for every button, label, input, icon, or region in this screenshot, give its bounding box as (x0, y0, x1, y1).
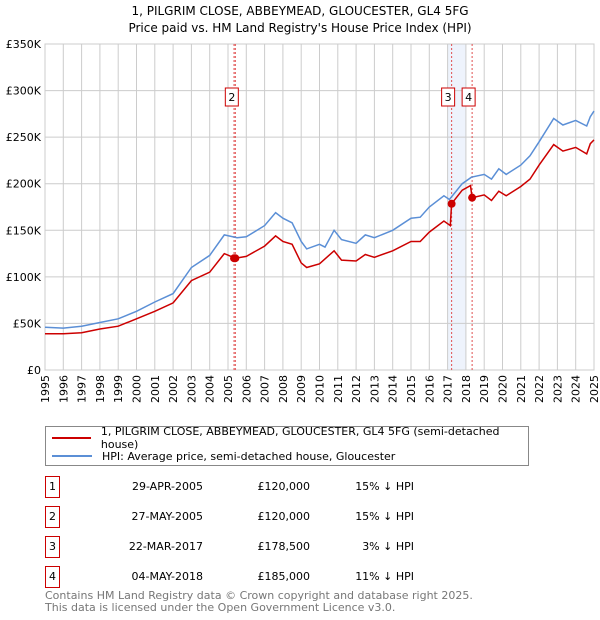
sale-hpi-diff: 15% ↓ HPI (355, 510, 414, 523)
x-tick-label: 2011 (332, 375, 345, 403)
x-tick-label: 2000 (131, 375, 144, 403)
sale-hpi-diff: 3% ↓ HPI (362, 540, 414, 553)
x-tick-label: 2018 (460, 375, 473, 403)
property-price-line (45, 139, 595, 335)
footer-copyright: Contains HM Land Registry data © Crown c… (45, 589, 473, 602)
x-tick-label: 1996 (57, 375, 70, 403)
sale-price: £120,000 (257, 510, 311, 523)
sale-row: 2 27-MAY-2005 £120,000 15% ↓ HPI (45, 506, 445, 528)
legend-item-hpi: HPI: Average price, semi-detached house,… (52, 447, 395, 465)
x-tick-label: 2010 (314, 375, 327, 403)
sale-point (468, 193, 477, 202)
price-chart: 1995 1996 1997 1998 1999 2000 2001 2002 2003 2004… (6, 38, 600, 403)
x-tick-label: 2017 (442, 375, 455, 403)
y-tick-label: £200K (6, 178, 42, 191)
sale-point (447, 199, 456, 208)
sale-hpi-diff: 15% ↓ HPI (355, 480, 414, 493)
plot-frame (44, 43, 595, 371)
x-tick-label: 2006 (240, 375, 253, 403)
chart-subtitle: Price paid vs. HM Land Registry's House … (128, 21, 472, 35)
x-tick-label: 2004 (204, 375, 217, 403)
sale-price: £120,000 (257, 480, 311, 493)
x-tick-label: 2012 (350, 375, 363, 403)
x-tick-label: 2009 (295, 375, 308, 403)
sale-number: 4 (45, 566, 60, 588)
hpi-line (44, 110, 595, 329)
legend: 1, PILGRIM CLOSE, ABBEYMEAD, GLOUCESTER,… (45, 425, 529, 466)
x-tick-label: 1995 (39, 375, 52, 403)
x-tick-label: 1999 (112, 375, 125, 403)
sale-label-box: 3 (441, 87, 456, 107)
legend-item-property: 1, PILGRIM CLOSE, ABBEYMEAD, GLOUCESTER,… (52, 425, 528, 451)
x-tick-label: 1998 (94, 375, 107, 403)
y-tick-label: £250K (6, 131, 42, 144)
y-tick-label: £300K (6, 85, 42, 98)
highlight-band (447, 44, 466, 370)
x-tick-label: 2008 (277, 375, 290, 403)
sale-label-number: 4 (465, 91, 472, 104)
legend-label-property: 1, PILGRIM CLOSE, ABBEYMEAD, GLOUCESTER,… (100, 425, 500, 451)
sale-hpi-diff: 11% ↓ HPI (355, 570, 414, 583)
x-tick-label: 2001 (149, 375, 162, 403)
sale-label-border (461, 87, 476, 107)
sale-date: 27-MAY-2005 (131, 510, 203, 523)
sale-label-border (441, 87, 456, 107)
x-tick-label: 1997 (76, 375, 89, 403)
x-tick-label: 2020 (497, 375, 510, 403)
sale-row: 1 29-APR-2005 £120,000 15% ↓ HPI (45, 476, 445, 498)
sale-price: £178,500 (257, 540, 311, 553)
x-tick-label: 2016 (423, 375, 436, 403)
sale-label-border (224, 87, 239, 107)
sale-row: 3 22-MAR-2017 £178,500 3% ↓ HPI (45, 536, 445, 558)
sale-label-box: 2 (224, 87, 239, 107)
x-tick-label: 2002 (167, 375, 180, 403)
x-tick-label: 2019 (478, 375, 491, 403)
legend-label-hpi: HPI: Average price, semi-detached house,… (102, 449, 396, 463)
legend-swatch-hpi (52, 455, 92, 457)
sale-row: 4 04-MAY-2018 £185,000 11% ↓ HPI (45, 566, 445, 588)
x-tick-label: 2015 (405, 375, 418, 403)
sale-label-number: 2 (228, 91, 235, 104)
x-tick-label: 2007 (259, 375, 272, 403)
sale-date: 29-APR-2005 (131, 480, 203, 493)
y-tick-label: £0 (27, 364, 41, 377)
sale-number: 3 (45, 536, 60, 558)
x-tick-label: 2005 (222, 375, 235, 403)
x-tick-label: 2025 (588, 375, 600, 403)
sale-point (231, 254, 240, 263)
sale-number: 2 (45, 506, 60, 528)
y-tick-label: £150K (6, 224, 42, 237)
x-tick-label: 2003 (185, 375, 198, 403)
sale-label-number: 3 (445, 91, 452, 104)
x-tick-label: 2014 (387, 375, 400, 403)
chart-title: 1, PILGRIM CLOSE, ABBEYMEAD, GLOUCESTER,… (131, 4, 469, 18)
x-tick-label: 2023 (551, 375, 564, 403)
sale-number: 1 (45, 476, 60, 498)
legend-swatch-property (52, 437, 91, 439)
y-tick-label: £100K (6, 271, 42, 284)
y-tick-label: £350K (6, 38, 42, 51)
x-tick-label: 2021 (515, 375, 528, 403)
sale-date: 04-MAY-2018 (131, 570, 203, 583)
y-tick-label: £50K (13, 317, 42, 330)
footer-licence: This data is licensed under the Open Gov… (45, 601, 396, 614)
sale-price: £185,000 (257, 570, 311, 583)
x-tick-label: 2022 (533, 375, 546, 403)
x-tick-label: 2024 (570, 375, 583, 403)
sale-label-box: 4 (461, 87, 476, 107)
x-tick-label: 2013 (368, 375, 381, 403)
sale-date: 22-MAR-2017 (128, 540, 203, 553)
